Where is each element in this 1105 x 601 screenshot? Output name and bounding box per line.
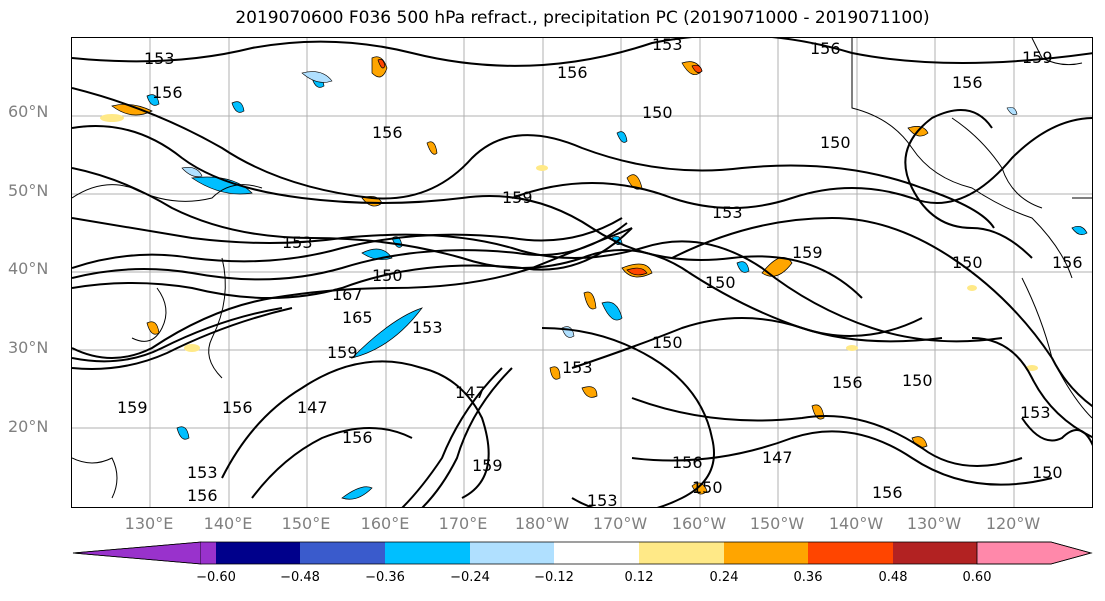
contour-label: 150 [820,133,851,152]
colorbar-cell [216,542,300,564]
colorbar-cell [72,541,202,565]
contour-label: 156 [1052,253,1083,272]
contour-label: 150 [902,371,933,390]
contour-label: 159 [327,343,358,362]
contour-label: 159 [792,243,823,262]
colorbar-tick: 0.12 [624,570,654,585]
lon-label: 120°W [985,514,1041,533]
lon-label: 130°W [906,514,962,533]
map-title: 2019070600 F036 500 hPa refract., precip… [235,8,930,28]
contour-labels: 153 156 156 156 159 156 153 150 150 153 … [117,38,1083,508]
contour-label: 153 [1020,403,1051,422]
contour-label: 167 [332,285,363,304]
colorbar-tick: 0.24 [709,570,739,585]
contour-label: 147 [297,398,328,417]
contour-label: 153 [652,38,683,54]
contour-label: 159 [502,188,533,207]
colorbar-tick: −0.36 [365,570,405,585]
contour-label: 156 [557,63,588,82]
lon-label: 150°E [281,514,331,533]
refractivity-contours [72,38,1092,507]
colorbar-outline [72,541,1093,565]
precip-patches [100,56,1088,500]
colorbar-cell [724,542,808,564]
contour-label: 150 [705,273,736,292]
map-canvas: 153 156 156 156 159 156 153 150 150 153 … [72,38,1092,508]
lon-label: 130°E [124,514,174,533]
contour-label: 150 [372,266,403,285]
contour-label: 147 [762,448,793,467]
colorbar-tick: 0.60 [962,570,992,585]
contour-label: 156 [952,73,983,92]
coastlines [72,38,1092,499]
contour-label: 156 [872,483,903,502]
lat-label-40n: 40°N [8,259,49,278]
contour-label: 156 [187,486,218,505]
contour-label: 156 [152,83,183,102]
contour-label: 153 [412,318,443,337]
lat-label-60n: 60°N [8,102,49,121]
colorbar-cell [385,542,470,564]
colorbar-cell [808,542,893,564]
lon-label: 160°E [360,514,410,533]
colorbar-cell [893,542,977,564]
lon-label: 170°E [438,514,488,533]
contour-label: 153 [144,49,175,68]
colorbar-cell [201,542,216,564]
colorbar-tick: −0.12 [534,570,574,585]
colorbar [72,541,1093,565]
lat-label-20n: 20°N [8,417,49,436]
colorbar-cell [976,541,1093,565]
lon-label: 150°W [749,514,805,533]
colorbar-tick: −0.60 [196,570,236,585]
lon-label: 170°W [592,514,648,533]
contour-label: 153 [282,233,313,252]
contour-label: 165 [342,308,373,327]
lat-label-30n: 30°N [8,338,49,357]
colorbar-cell [554,542,639,564]
contour-label: 150 [692,478,723,497]
contour-label: 156 [372,123,403,142]
colorbar-cell [639,542,724,564]
lon-label: 140°E [203,514,253,533]
contour-label: 156 [810,39,841,58]
contour-label: 159 [117,398,148,417]
contour-label: 150 [952,253,983,272]
contour-label: 153 [187,463,218,482]
contour-label: 156 [832,373,863,392]
contour-label: 153 [712,203,743,222]
lon-label: 180°W [514,514,570,533]
contour-label: 150 [1032,463,1063,482]
colorbar-cell [470,542,554,564]
contour-label: 156 [222,398,253,417]
lon-label: 140°W [828,514,884,533]
colorbar-tick: 0.36 [793,570,823,585]
map-panel: 153 156 156 156 159 156 153 150 150 153 … [71,37,1093,508]
colorbar-cell [300,542,385,564]
contour-label: 156 [672,453,703,472]
contour-label: 159 [472,456,503,475]
contour-label: 156 [342,428,373,447]
colorbar-tick: −0.48 [280,570,320,585]
contour-label: 153 [562,358,593,377]
contour-label: 159 [1022,48,1053,67]
lon-label: 160°W [671,514,727,533]
contour-label: 150 [652,333,683,352]
contour-label: 153 [587,491,618,508]
contour-label: 147 [455,383,486,402]
contour-label: 150 [642,103,673,122]
colorbar-tick: −0.24 [450,570,490,585]
colorbar-tick: 0.48 [878,570,908,585]
lat-label-50n: 50°N [8,181,49,200]
